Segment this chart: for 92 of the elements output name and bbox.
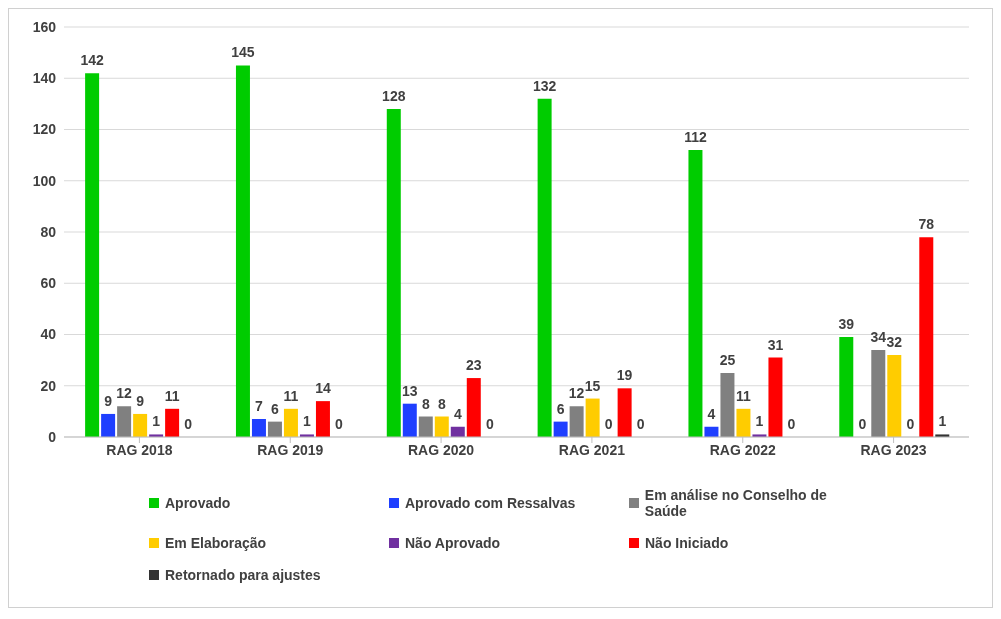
data-label: 19	[616, 367, 633, 384]
data-label: 0	[787, 415, 796, 432]
data-label: 78	[918, 216, 935, 233]
bar	[871, 349, 886, 437]
data-label: 0	[335, 415, 344, 432]
y-tick-label: 160	[32, 18, 57, 35]
bar	[919, 237, 934, 437]
data-label: 11	[736, 387, 752, 404]
data-label: 8	[421, 395, 430, 412]
data-label: 0	[636, 415, 645, 432]
data-label: 15	[584, 377, 601, 394]
data-label: 32	[886, 334, 903, 350]
bar	[736, 408, 751, 437]
bar	[537, 98, 552, 437]
data-label: 13	[401, 382, 418, 399]
bar	[165, 408, 180, 437]
data-label: 12	[116, 385, 133, 402]
legend-label: Aprovado com Ressalvas	[405, 495, 576, 511]
y-tick-label: 60	[40, 275, 57, 292]
bar	[267, 421, 282, 437]
data-label: 0	[906, 415, 915, 432]
data-label: 7	[255, 398, 264, 415]
x-tick-label: RAG 2022	[709, 441, 777, 458]
data-label: 25	[719, 351, 736, 368]
bar	[617, 388, 632, 437]
data-label: 4	[707, 405, 716, 422]
bar	[133, 413, 148, 437]
bar	[688, 150, 703, 437]
bar	[101, 413, 116, 437]
data-label: 1	[152, 413, 161, 430]
bar	[887, 355, 902, 437]
data-label: 4	[453, 405, 462, 422]
y-tick-label: 140	[32, 70, 57, 87]
data-label: 6	[271, 400, 280, 417]
data-label: 0	[858, 415, 867, 432]
data-label: 145	[231, 44, 255, 61]
data-label: 8	[437, 395, 446, 412]
data-label: 9	[136, 392, 145, 409]
data-label: 31	[767, 336, 784, 353]
bar	[117, 406, 132, 437]
bar	[553, 421, 568, 437]
y-tick-label: 120	[32, 121, 57, 138]
data-label: 11	[283, 387, 299, 404]
legend-label: Não Aprovado	[405, 535, 501, 551]
bar	[768, 357, 783, 437]
bar	[569, 406, 584, 437]
bar	[315, 401, 330, 437]
bar	[235, 65, 250, 437]
data-label: 14	[315, 380, 331, 397]
data-label: 128	[382, 88, 406, 104]
legend-label: Não Iniciado	[645, 535, 729, 551]
bar	[418, 416, 433, 437]
data-label: 6	[556, 400, 565, 417]
bar	[251, 419, 266, 437]
bar	[839, 337, 854, 437]
data-label: 142	[80, 52, 105, 69]
data-label: 112	[684, 129, 707, 145]
bar	[283, 408, 298, 437]
x-tick-label: RAG 2019	[257, 441, 324, 458]
data-label: 11	[164, 387, 180, 404]
data-label: 1	[303, 413, 312, 430]
legend-label: Retornado para ajustes	[165, 567, 321, 583]
data-label: 9	[104, 392, 113, 409]
y-tick-label: 40	[40, 326, 57, 343]
bar	[402, 403, 417, 437]
x-tick-label: RAG 2021	[558, 441, 626, 458]
data-label: 0	[485, 415, 494, 432]
y-tick-label: 0	[48, 428, 57, 445]
data-label: 12	[568, 385, 585, 402]
x-tick-label: RAG 2018	[106, 441, 173, 458]
x-tick-label: RAG 2023	[860, 441, 927, 458]
bar	[585, 398, 600, 437]
data-label: 39	[838, 316, 855, 333]
bar	[85, 73, 100, 437]
data-label: 23	[465, 357, 482, 374]
data-label: 0	[184, 415, 193, 432]
data-label: 0	[604, 415, 613, 432]
y-tick-label: 80	[40, 223, 57, 240]
x-tick-label: RAG 2020	[408, 441, 475, 458]
y-tick-label: 100	[32, 172, 57, 189]
y-tick-label: 20	[40, 377, 57, 394]
bar	[466, 378, 481, 437]
data-label: 34	[870, 328, 887, 345]
legend-label: Em análise no Conselho de Saúde	[644, 487, 828, 519]
data-label: 1	[755, 413, 764, 430]
bar	[386, 109, 401, 437]
legend-label: Em Elaboração	[165, 535, 267, 551]
legend-label: Aprovado	[165, 495, 231, 511]
data-label: 1	[938, 413, 947, 430]
bar	[434, 416, 449, 437]
data-label: 132	[532, 77, 557, 94]
bar	[720, 372, 735, 437]
